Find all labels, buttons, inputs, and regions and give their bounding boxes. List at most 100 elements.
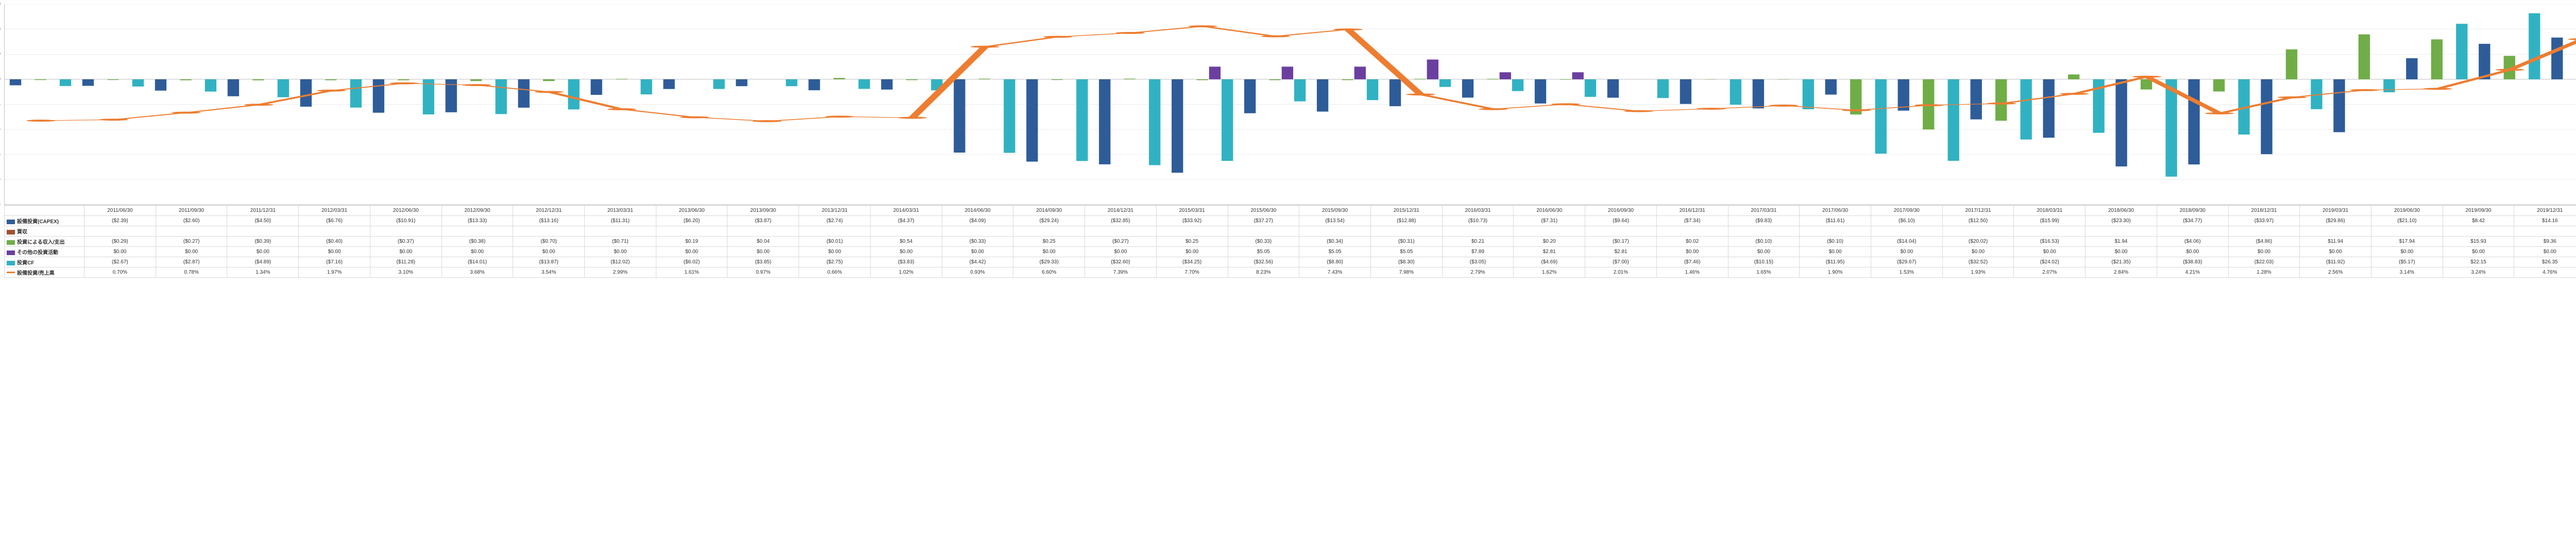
- cell: $0.00: [84, 247, 156, 257]
- cell: 1.02%: [870, 267, 942, 278]
- cell: ($21.10): [2371, 216, 2443, 226]
- cell: 3.14%: [2371, 267, 2443, 278]
- cell: ($24.02): [2014, 257, 2086, 267]
- cell: [227, 226, 299, 237]
- cell: $0.00: [1942, 247, 2014, 257]
- cell: ($0.37): [370, 237, 442, 247]
- cell: ($14.01): [442, 257, 513, 267]
- cell: $0.00: [585, 247, 656, 257]
- cell: ($34.25): [1156, 257, 1228, 267]
- date-header: 2011/09/30: [156, 206, 227, 216]
- cell: ($11.92): [2300, 257, 2371, 267]
- cell: ($4.86): [2228, 237, 2300, 247]
- cell: $5.05: [1370, 247, 1442, 257]
- date-header: 2017/12/31: [1942, 206, 2014, 216]
- cell: $1.94: [2086, 237, 2157, 247]
- table-row-ratio: 設備投資/売上高0.70%0.78%1.34%1.97%3.10%3.68%3.…: [5, 267, 2576, 278]
- cell: [2300, 226, 2371, 237]
- cell: $9.36: [2514, 237, 2576, 247]
- cell: ($3.85): [727, 257, 799, 267]
- cell: 3.10%: [370, 267, 442, 278]
- date-header: 2016/03/31: [1442, 206, 1514, 216]
- cell: [727, 226, 799, 237]
- cell: [1514, 226, 1585, 237]
- cell: 1.90%: [1800, 267, 1871, 278]
- cell: ($7.46): [1656, 257, 1728, 267]
- cell: $0.00: [2228, 247, 2300, 257]
- cell: [870, 226, 942, 237]
- date-header: 2014/09/30: [1013, 206, 1085, 216]
- cell: 1.53%: [1871, 267, 1942, 278]
- cell: $15.93: [2443, 237, 2514, 247]
- cell: $0.00: [1156, 247, 1228, 257]
- cell: 3.24%: [2443, 267, 2514, 278]
- cell: ($9.64): [1585, 216, 1657, 226]
- cell: $0.00: [2300, 247, 2371, 257]
- date-header: 2012/09/30: [442, 206, 513, 216]
- cell: $0.00: [1013, 247, 1085, 257]
- cell: ($0.10): [1728, 237, 1800, 247]
- date-header: 2019/03/31: [2300, 206, 2371, 216]
- table-corner: [5, 206, 84, 216]
- data-table: 2011/06/302011/09/302011/12/312012/03/31…: [4, 205, 2576, 278]
- cell: 0.97%: [727, 267, 799, 278]
- cell: $0.00: [1800, 247, 1871, 257]
- cell: ($23.30): [2086, 216, 2157, 226]
- cell: 6.60%: [1013, 267, 1085, 278]
- cell: 1.93%: [1942, 267, 2014, 278]
- cell: ($16.53): [2014, 237, 2086, 247]
- cell: ($32.52): [1942, 257, 2014, 267]
- y-left-tick: ($40): [0, 177, 1, 182]
- cell: $0.00: [156, 247, 227, 257]
- cell: ($7.00): [1585, 257, 1657, 267]
- cell: ($0.70): [513, 237, 585, 247]
- cell: ($8.30): [1370, 257, 1442, 267]
- cell: ($21.35): [2086, 257, 2157, 267]
- row-label: 設備投資(CAPEX): [5, 216, 84, 226]
- y-left-tick: $10: [0, 52, 1, 57]
- cell: [1656, 226, 1728, 237]
- date-header: 2019/09/30: [2443, 206, 2514, 216]
- cell: ($11.95): [1800, 257, 1871, 267]
- cell: ($0.27): [156, 237, 227, 247]
- cell: $0.00: [870, 247, 942, 257]
- table-row-acq: 買収買収: [5, 226, 2576, 237]
- cell: 2.01%: [1585, 267, 1657, 278]
- cell: ($11.28): [370, 257, 442, 267]
- cell: ($0.71): [585, 237, 656, 247]
- chart-area: $30$20$10$0($10)($20)($30)($40)($50) 10.…: [4, 4, 2576, 205]
- cell: $0.00: [2371, 247, 2443, 257]
- cell: ($0.27): [1085, 237, 1157, 247]
- cell: $0.00: [1871, 247, 1942, 257]
- date-header: 2015/12/31: [1370, 206, 1442, 216]
- date-header: 2011/12/31: [227, 206, 299, 216]
- cell: [2086, 226, 2157, 237]
- cell: ($3.83): [870, 257, 942, 267]
- date-header: 2015/03/31: [1156, 206, 1228, 216]
- cell: 0.93%: [942, 267, 1013, 278]
- cell: ($9.83): [1728, 216, 1800, 226]
- date-header: 2014/03/31: [870, 206, 942, 216]
- y-left-tick: $0: [0, 76, 1, 82]
- cell: $0.00: [442, 247, 513, 257]
- cell: ($0.01): [799, 237, 871, 247]
- cell: [1013, 226, 1085, 237]
- cell: $0.21: [1442, 237, 1514, 247]
- cell: 2.84%: [2086, 267, 2157, 278]
- cell: $0.19: [656, 237, 727, 247]
- cell: $0.25: [1013, 237, 1085, 247]
- date-header: 2015/06/30: [1228, 206, 1299, 216]
- cell: $0.00: [1656, 247, 1728, 257]
- y-left-tick: ($30): [0, 152, 1, 157]
- cell: ($0.34): [1299, 237, 1371, 247]
- y-left-tick: $30: [0, 2, 1, 7]
- cell: ($0.33): [1228, 237, 1299, 247]
- cell: 1.34%: [227, 267, 299, 278]
- cell: $17.94: [2371, 237, 2443, 247]
- date-header: 2012/12/31: [513, 206, 585, 216]
- table-row-invinc: 投資による収入/支出($0.29)($0.27)($0.39)($0.40)($…: [5, 237, 2576, 247]
- cell: ($12.02): [585, 257, 656, 267]
- cell: $14.16: [2514, 216, 2576, 226]
- cell: ($4.42): [942, 257, 1013, 267]
- date-header: 2011/06/30: [84, 206, 156, 216]
